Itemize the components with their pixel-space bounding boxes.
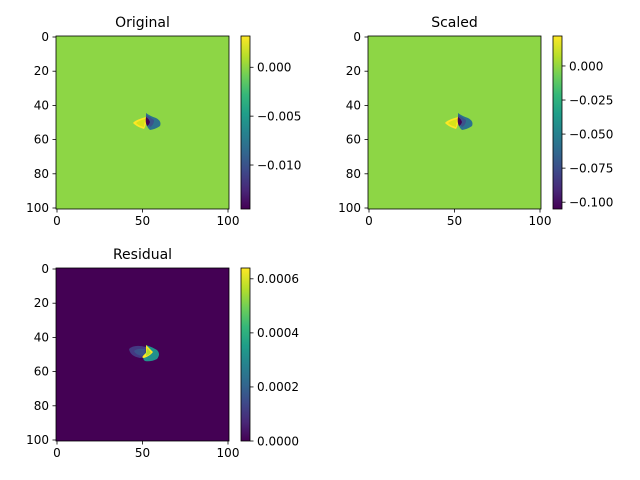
colorbar-tick-label: 0.000 (257, 61, 291, 75)
y-tick-label: 20 (346, 64, 361, 78)
colorbar-tick-label: −0.025 (569, 93, 613, 107)
colorbar-ticks: −0.100 −0.075 −0.050 −0.025 0.000 (562, 59, 613, 209)
colorbar-gradient (240, 35, 251, 210)
colorbar: −0.010 −0.005 0.000 (240, 35, 301, 210)
x-tick-label: 50 (447, 214, 462, 228)
colorbar-ticks: 0.0000 0.0002 0.0004 0.0006 (250, 272, 299, 448)
x-axis: 0 50 100 (365, 209, 551, 228)
panel-title: Residual (113, 247, 172, 263)
y-tick-label: 100 (26, 201, 49, 215)
x-axis: 0 50 100 (53, 441, 239, 460)
residual-hot-spot-edge (146, 348, 151, 356)
x-tick-label: 100 (529, 214, 552, 228)
x-tick-label: 50 (135, 214, 150, 228)
colorbar-tick-label: 0.0006 (257, 272, 299, 286)
panel-original: Original 0 50 100 0 20 40 (26, 15, 301, 228)
panel-title: Original (115, 15, 170, 31)
colorbar-tick-label: −0.100 (569, 195, 613, 209)
colorbar-tick-label: 0.0000 (257, 434, 299, 448)
y-tick-label: 60 (34, 133, 49, 147)
residual-left-blob-inner (134, 348, 145, 356)
y-axis: 0 20 40 60 80 100 (26, 30, 56, 215)
y-tick-label: 0 (41, 262, 49, 276)
x-tick-label: 0 (365, 214, 373, 228)
panel-residual: Residual 0 50 100 0 20 40 (26, 247, 299, 460)
panel-title: Scaled (431, 15, 478, 31)
x-tick-label: 100 (217, 446, 240, 460)
colorbar-ticks: −0.010 −0.005 0.000 (250, 61, 301, 172)
y-tick-label: 20 (34, 64, 49, 78)
colorbar-tick-label: −0.050 (569, 127, 613, 141)
y-tick-label: 0 (41, 30, 49, 44)
y-axis: 0 20 40 60 80 100 (26, 262, 56, 447)
y-tick-label: 40 (346, 98, 361, 112)
heatmap-image (368, 36, 541, 209)
colorbar-tick-label: −0.010 (257, 158, 301, 172)
y-tick-label: 80 (34, 167, 49, 181)
colorbar-tick-label: 0.0004 (257, 326, 299, 340)
colorbar-gradient (552, 35, 563, 210)
x-axis: 0 50 100 (53, 209, 239, 228)
colorbar: 0.0000 0.0002 0.0004 0.0006 (240, 267, 299, 448)
negative-lobe-core (457, 117, 462, 126)
colorbar: −0.100 −0.075 −0.050 −0.025 0.000 (552, 35, 613, 210)
x-tick-label: 0 (53, 214, 61, 228)
x-tick-label: 100 (217, 214, 240, 228)
y-tick-label: 80 (346, 167, 361, 181)
y-tick-label: 20 (34, 296, 49, 310)
colorbar-tick-label: −0.005 (257, 109, 301, 123)
y-tick-label: 80 (34, 399, 49, 413)
heatmap-image (56, 268, 229, 441)
colorbar-gradient (240, 267, 251, 442)
colorbar-tick-label: 0.0002 (257, 380, 299, 394)
panel-scaled: Scaled 0 50 100 0 20 40 (338, 15, 613, 228)
positive-lobe-edge (136, 119, 145, 127)
y-tick-label: 100 (26, 433, 49, 447)
y-tick-label: 40 (34, 330, 49, 344)
y-tick-label: 60 (34, 365, 49, 379)
y-axis: 0 20 40 60 80 100 (338, 30, 368, 215)
y-tick-label: 60 (346, 133, 361, 147)
colorbar-tick-label: 0.000 (569, 59, 603, 73)
positive-lobe-edge (448, 119, 457, 127)
y-tick-label: 0 (353, 30, 361, 44)
x-tick-label: 50 (135, 446, 150, 460)
x-tick-label: 0 (53, 446, 61, 460)
colorbar-tick-label: −0.075 (569, 161, 613, 175)
y-tick-label: 100 (338, 201, 361, 215)
heatmap-image (56, 36, 229, 209)
negative-lobe-core (145, 117, 150, 126)
y-tick-label: 40 (34, 98, 49, 112)
